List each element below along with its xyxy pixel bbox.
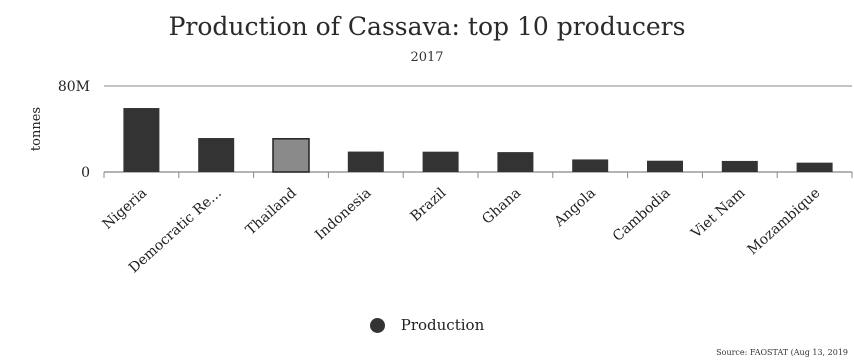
x-tick-label: Thailand [243, 185, 300, 238]
x-tick-label: Angola [551, 185, 599, 231]
bar-angola[interactable] [572, 159, 609, 172]
bar-indonesia[interactable] [347, 151, 384, 172]
y-axis-label: tonnes [29, 107, 44, 151]
chart-title: Production of Cassava: top 10 producers [168, 12, 686, 41]
bars-group [123, 108, 833, 173]
bar-nigeria[interactable] [123, 108, 160, 172]
bar-brazil[interactable] [422, 151, 459, 172]
x-tick-label: Ghana [479, 185, 524, 228]
x-tick-label: Nigeria [100, 185, 150, 233]
x-tick-label: Brazil [408, 185, 450, 225]
bar-democratic-re[interactable] [198, 138, 235, 172]
chart-subtitle: 2017 [410, 50, 444, 65]
y-tick-label: 80M [58, 79, 90, 95]
bar-ghana[interactable] [497, 152, 534, 172]
bar-mozambique[interactable] [796, 162, 833, 172]
x-tick-label: Cambodia [610, 185, 674, 245]
source-note: Source: FAOSTAT (Aug 13, 2019 [716, 348, 848, 357]
x-tick-label: Indonesia [312, 185, 374, 243]
x-tick-label: Viet Nam [688, 185, 749, 242]
y-tick-label: 0 [81, 165, 90, 181]
legend-label: Production [400, 316, 485, 334]
legend[interactable]: Production [0, 316, 854, 334]
bar-cambodia[interactable] [647, 160, 683, 172]
x-tick-label: Mozambique [745, 185, 824, 258]
bar-thailand[interactable] [272, 138, 310, 173]
legend-dot-icon [369, 317, 385, 333]
bar-viet-nam[interactable] [721, 160, 758, 172]
